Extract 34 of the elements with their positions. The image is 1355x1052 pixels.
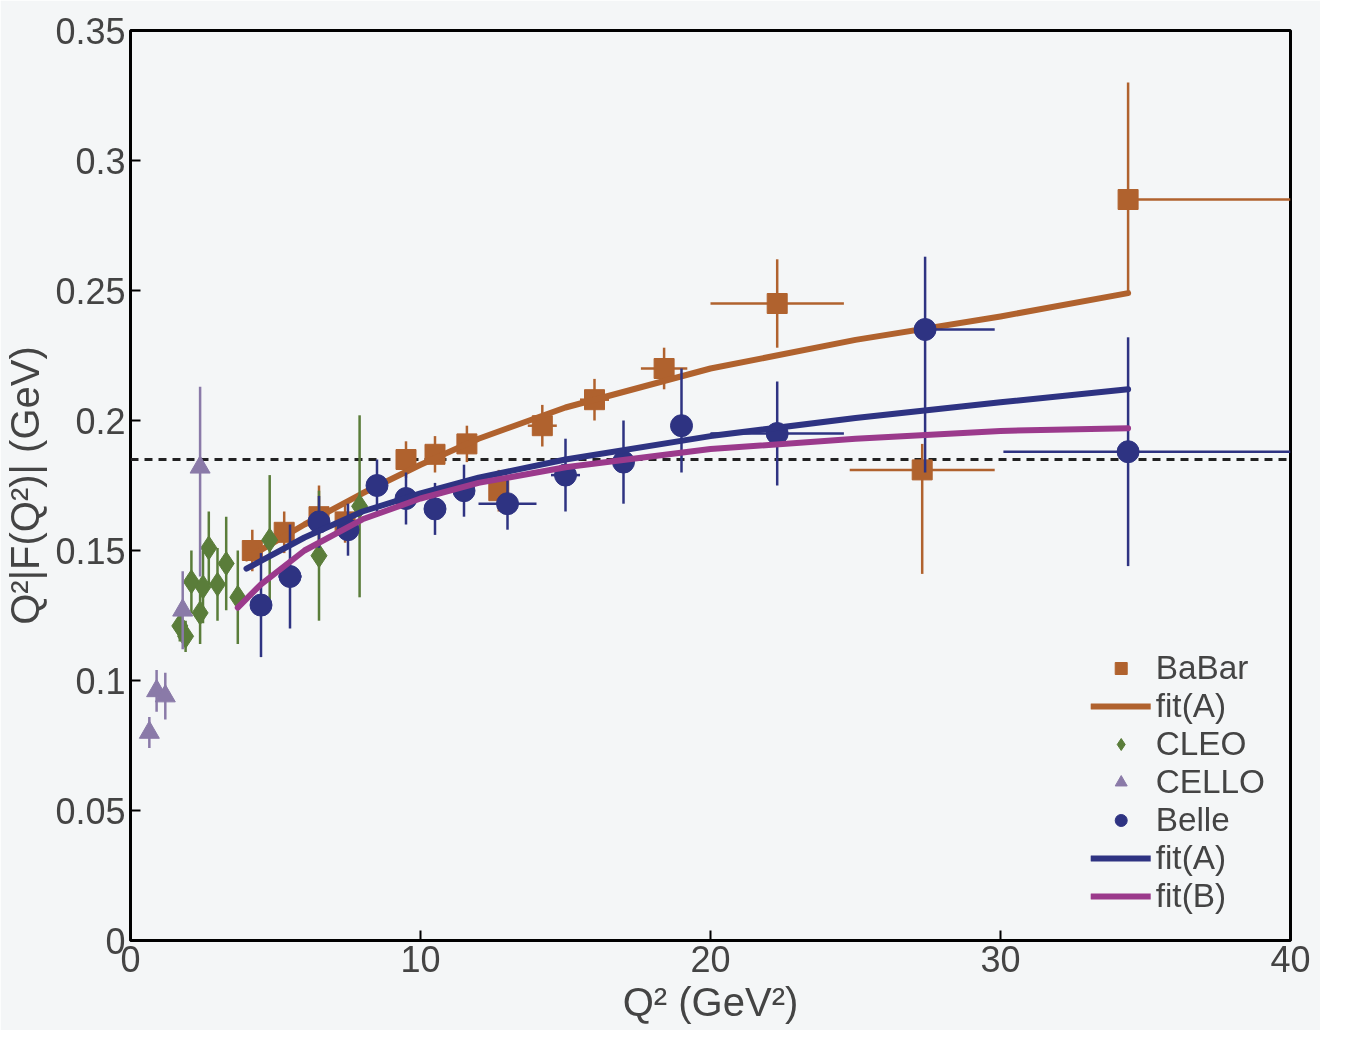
x-tick-label: 20 <box>690 938 731 980</box>
x-axis-title: Q² (GeV²) <box>622 979 799 1024</box>
point <box>653 358 675 379</box>
point <box>1117 189 1139 210</box>
point <box>766 293 788 314</box>
x-tick-label: 40 <box>1270 938 1311 980</box>
point <box>249 593 273 617</box>
point <box>496 492 519 516</box>
y-tick-label: 0.05 <box>55 790 126 832</box>
legend-label: Belle <box>1155 801 1230 839</box>
y-tick-label: 0.35 <box>55 10 126 52</box>
point <box>278 565 302 588</box>
legend-label: CLEO <box>1155 725 1247 763</box>
point <box>1116 440 1140 464</box>
point <box>423 497 447 521</box>
point <box>911 459 933 481</box>
point <box>670 414 693 438</box>
y-tick-label: 0.25 <box>55 270 126 312</box>
y-tick-label: 0.3 <box>75 140 126 182</box>
legend-label: CELLO <box>1155 763 1265 801</box>
point <box>365 474 389 497</box>
legend-label: fit(A) <box>1155 687 1227 725</box>
legend-label: BaBar <box>1155 649 1249 687</box>
point <box>913 318 937 341</box>
x-tick-label: 30 <box>980 938 1021 980</box>
y-tick-label: 0.15 <box>55 530 126 572</box>
point <box>217 551 235 576</box>
y-tick-label: 0.1 <box>75 660 126 702</box>
x-tick-label: 10 <box>400 938 441 980</box>
point <box>395 449 417 470</box>
legend-label: fit(B) <box>1155 877 1227 915</box>
y-axis-title: Q²|F(Q²)| (GeV) <box>3 346 48 625</box>
y-tick-label: 0.2 <box>75 400 126 442</box>
legend-label: fit(A) <box>1155 839 1227 877</box>
